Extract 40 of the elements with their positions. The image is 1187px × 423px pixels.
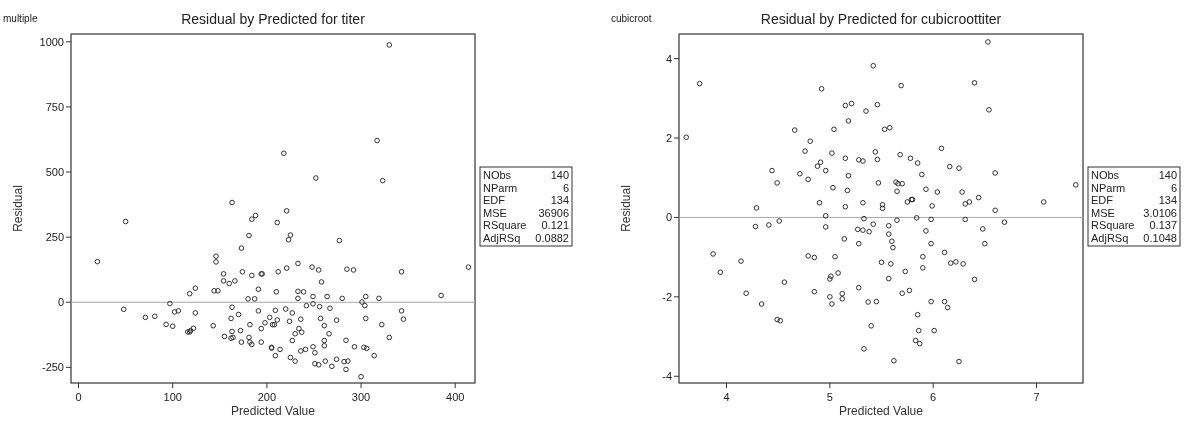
y-tick-label: 750 [45, 100, 64, 113]
text: EDF 134 [483, 194, 569, 206]
y-tick-label: -250 [41, 361, 64, 374]
x-tick-label: 400 [446, 391, 465, 403]
y-axis-title: Residual [619, 185, 633, 232]
x-tick-label: 300 [351, 391, 371, 403]
y-tick-label: -4 [662, 370, 672, 383]
y-tick-label: 1000 [39, 35, 64, 48]
text: NParm 6 [483, 181, 569, 194]
x-tick-label: 5 [826, 391, 833, 403]
text: RSquare 0.121 [483, 219, 569, 231]
chart-subtitle: multiple [3, 13, 38, 24]
y-tick-label: 250 [45, 231, 64, 244]
chart-title: Residual by Predicted for cubicroottiter [760, 11, 1002, 27]
x-tick-label: 0 [75, 391, 82, 403]
y-axis-title: Residual [11, 185, 25, 232]
y-tick-label: 0 [57, 296, 64, 309]
text: MSE 3.0106 [1091, 206, 1177, 219]
x-axis-title: Predicted Value [839, 404, 924, 418]
x-tick-label: 6 [930, 391, 937, 403]
y-tick-label: 4 [665, 52, 672, 65]
y-tick-label: 2 [665, 132, 672, 145]
x-tick-label: 200 [257, 391, 277, 403]
x-tick-label: 4 [723, 391, 730, 403]
text: NObs 140 [483, 169, 569, 181]
x-tick-label: 7 [1033, 391, 1040, 403]
x-tick-label: 100 [163, 391, 182, 403]
y-tick-label: -2 [662, 290, 672, 303]
text: EDF 134 [1091, 194, 1177, 206]
text: NObs 140 [1091, 169, 1177, 181]
y-tick-label: 0 [665, 211, 672, 224]
text: AdjRSq 0.1048 [1091, 231, 1177, 244]
y-tick-label: 500 [45, 166, 64, 179]
x-axis-title: Predicted Value [231, 404, 316, 418]
text: RSquare 0.137 [1091, 219, 1177, 231]
chart-title: Residual by Predicted for titer [181, 11, 366, 27]
text: AdjRSq 0.0882 [483, 231, 569, 244]
text: NParm 6 [1091, 181, 1177, 194]
text: MSE 36906 [483, 206, 569, 219]
chart-subtitle: cubicroot [611, 13, 652, 24]
